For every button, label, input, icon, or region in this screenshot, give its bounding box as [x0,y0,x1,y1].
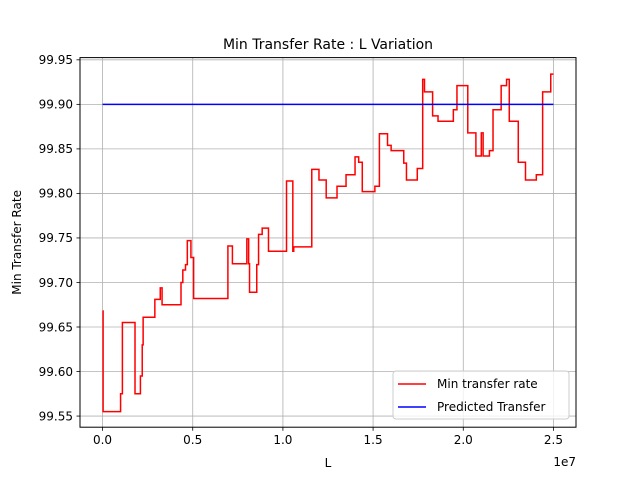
plot-frame [79,57,577,428]
ticks: 0.0 0.5 1.0 1.5 2.0 2.5 99.55 99.60 99.65 99.70 99… [39,53,563,447]
x-tick-label: 2.5 [544,433,563,447]
x-tick-label: 1.5 [364,433,383,447]
y-tick-label: 99.60 [39,365,73,379]
y-tick-label: 99.75 [39,231,73,245]
y-tick-label: 99.80 [39,187,73,201]
series-layer [102,73,554,413]
y-tick-label: 99.70 [39,276,73,290]
x-tick-label: 2.0 [454,433,473,447]
y-tick-label: 99.55 [39,409,73,423]
y-tick-label: 99.90 [39,98,73,112]
x-tick-label: 0.0 [93,433,112,447]
chart-title: Min Transfer Rate : L Variation [223,37,433,53]
y-tick-label: 99.95 [39,53,73,67]
x-axis-label: L [325,456,332,470]
legend-box [392,370,570,420]
y-axis-label: Min Transfer Rate [10,190,24,295]
y-tick-label: 99.85 [39,142,73,156]
series-line-min-transfer-rate [102,73,554,413]
legend-label-min-transfer-rate: Min transfer rate [437,377,538,391]
legend-label-predicted-transfer: Predicted Transfer [437,400,545,414]
x-tick-label: 0.5 [183,433,202,447]
x-tick-label: 1.0 [273,433,292,447]
x-offset-label: 1e7 [553,455,576,469]
legend: Min transfer rate Predicted Transfer [392,370,570,420]
y-tick-label: 99.65 [39,320,73,334]
